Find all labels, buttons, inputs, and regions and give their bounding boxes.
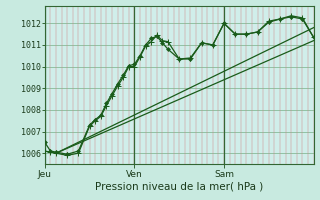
X-axis label: Pression niveau de la mer( hPa ): Pression niveau de la mer( hPa ) xyxy=(95,181,263,191)
